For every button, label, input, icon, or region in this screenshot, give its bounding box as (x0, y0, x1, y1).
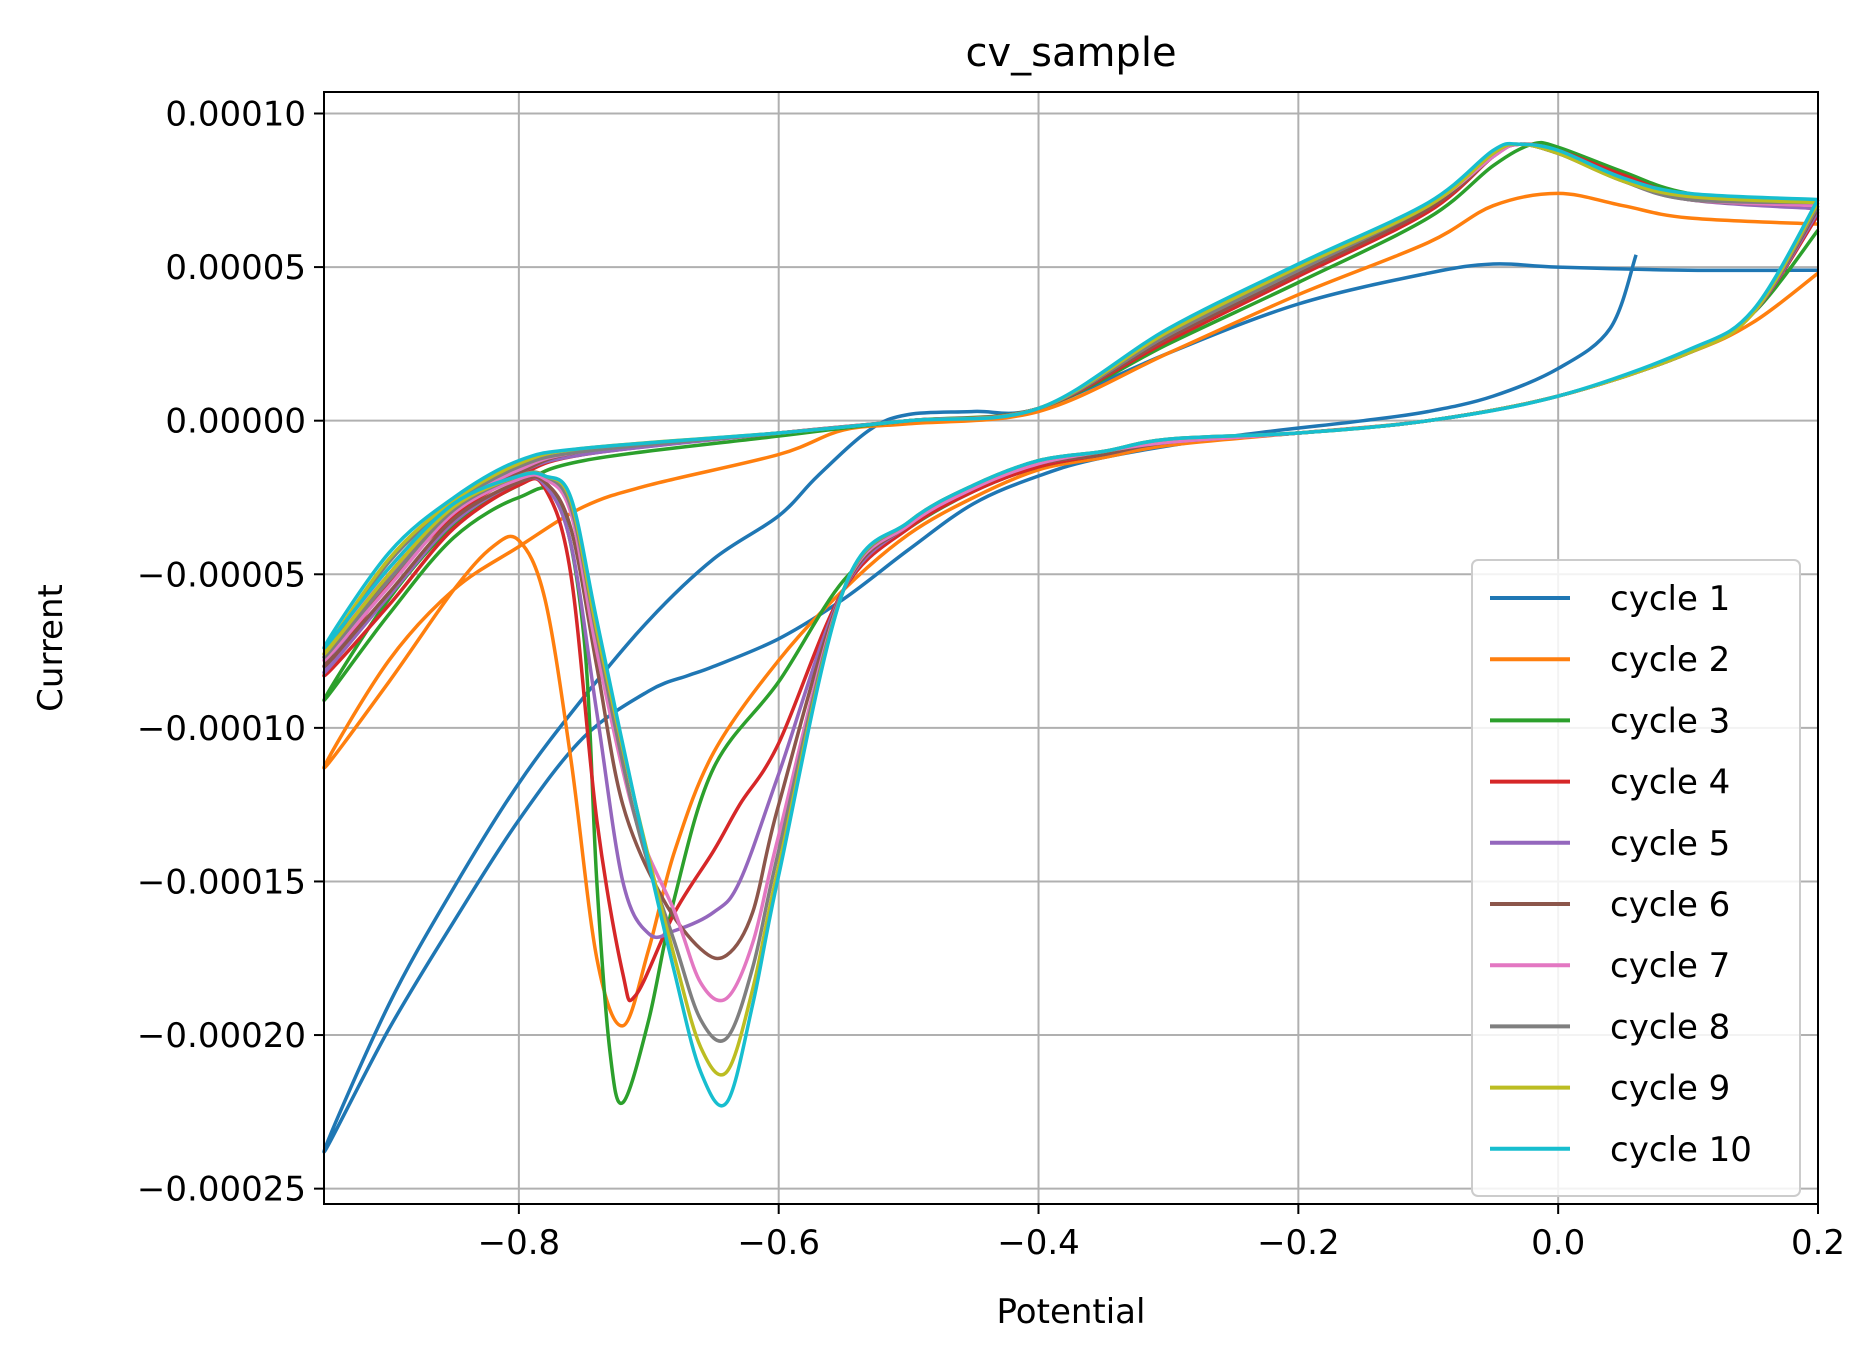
x-tick-label: −0.8 (478, 1223, 561, 1263)
legend-entry: cycle 10 (1610, 1130, 1752, 1170)
legend-entry: cycle 5 (1610, 824, 1730, 864)
legend-entry: cycle 8 (1610, 1007, 1730, 1047)
x-tick-label: −0.6 (737, 1223, 820, 1263)
x-tick-label: 0.0 (1531, 1223, 1585, 1263)
legend-entry: cycle 6 (1610, 885, 1730, 925)
legend-entry: cycle 2 (1610, 640, 1730, 680)
x-tick-label: −0.2 (1257, 1223, 1340, 1263)
legend: cycle 1 cycle 2 cycle 3 cycle 4 cycle 5 cycle… (1471, 559, 1801, 1197)
y-axis-label: Current (31, 584, 71, 712)
x-axis-label: Potential (997, 1292, 1146, 1332)
series-line-cycle-2 (322, 191, 1820, 1028)
legend-entry: cycle 7 (1610, 946, 1730, 986)
y-tick-label: −0.00010 (137, 709, 306, 749)
x-tick-label: 0.2 (1791, 1223, 1845, 1263)
chart-title: cv_sample (965, 30, 1176, 76)
y-tick-label: −0.00020 (137, 1016, 306, 1056)
legend-entry: cycle 9 (1610, 1069, 1730, 1109)
plot-frame (323, 91, 1819, 1205)
y-tick-label: 0.00000 (165, 402, 306, 442)
y-tick-label: 0.00010 (165, 95, 306, 135)
legend-entry: cycle 4 (1610, 763, 1730, 803)
x-tick-label: −0.4 (997, 1223, 1080, 1263)
y-tick-label: 0.00005 (165, 248, 306, 288)
x-axis-ticks: −0.8 −0.6 −0.4 −0.2 0.0 0.2 (478, 1204, 1845, 1263)
y-tick-label: −0.00025 (137, 1170, 306, 1210)
y-tick-label: −0.00005 (137, 555, 306, 595)
series-line-cycle-10 (322, 141, 1820, 1108)
legend-entry: cycle 3 (1610, 701, 1730, 741)
y-axis-ticks: −0.00025 −0.00020 −0.00015 −0.00010 −0.00005… (137, 95, 324, 1210)
y-tick-label: −0.00015 (137, 862, 306, 902)
legend-entry: cycle 1 (1610, 579, 1730, 619)
